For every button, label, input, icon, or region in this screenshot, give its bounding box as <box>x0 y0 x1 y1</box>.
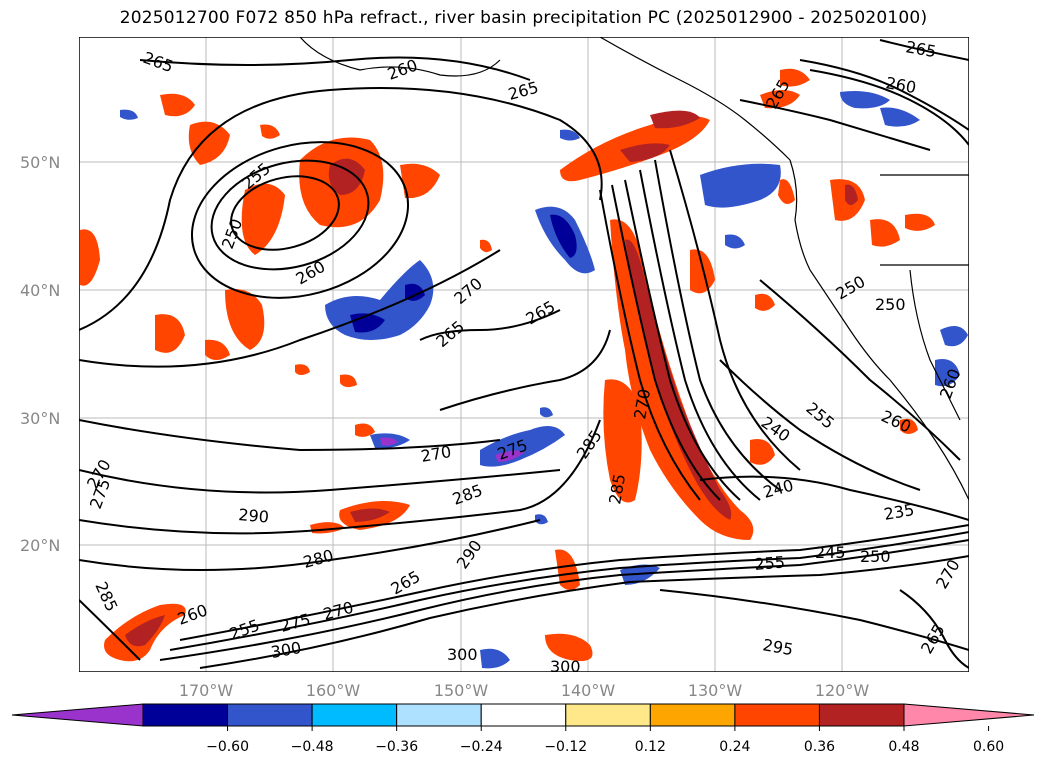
positive-pc-shading <box>80 68 935 662</box>
contour-label: 250 <box>860 547 891 566</box>
colorbar-segment <box>818 703 905 727</box>
contour-label: 245 <box>815 543 846 562</box>
colorbar-segment <box>142 703 229 727</box>
colorbar-segment <box>311 703 398 727</box>
colorbar-segment <box>734 703 820 727</box>
colorbar-segment <box>649 703 736 727</box>
lon-label: 120°W <box>815 681 870 700</box>
lat-label: 40°N <box>20 281 60 300</box>
colorbar-tick-label: 0.48 <box>888 739 919 755</box>
colorbar-extend-high <box>903 703 1035 727</box>
colorbar-segment <box>227 703 313 727</box>
colorbar-tick-label: 0.60 <box>973 739 1004 755</box>
colorbar-segment <box>396 703 482 727</box>
colorbar-tick-label: −0.36 <box>375 739 418 755</box>
contour-label: 290 <box>238 505 270 527</box>
colorbar-tick-label: −0.48 <box>291 739 334 755</box>
map-title: 2025012700 F072 850 hPa refract., river … <box>119 8 928 28</box>
map-panel: 265 260 265 255 250 260 270 265 265 265 … <box>79 37 969 676</box>
colorbar-tick-label: 0.24 <box>719 739 750 755</box>
lat-label: 50°N <box>20 153 60 172</box>
lat-label: 30°N <box>20 409 60 428</box>
colorbar-tick-label: 0.36 <box>804 739 835 755</box>
lon-label: 130°W <box>688 681 743 700</box>
colorbar-extend-low <box>11 703 144 727</box>
colorbar-tick-label: 0.12 <box>635 739 666 755</box>
contour-label: 250 <box>875 295 906 314</box>
lat-label: 20°N <box>20 536 60 555</box>
colorbar-tick-label: −0.12 <box>544 739 587 755</box>
colorbar-segment <box>565 703 651 727</box>
colorbar-tick-label: −0.60 <box>206 739 249 755</box>
lon-label: 160°W <box>306 681 361 700</box>
colorbar-ticks: −0.60 −0.48 −0.36 −0.24 −0.12 0.12 0.24 0.36 0.4… <box>206 739 1004 755</box>
contour-label: 300 <box>447 645 478 664</box>
refractivity-contours <box>79 39 969 669</box>
lon-label: 170°W <box>179 681 234 700</box>
contour-label: 255 <box>754 552 786 574</box>
lon-label: 140°W <box>561 681 616 700</box>
contour-label: 300 <box>550 657 581 676</box>
lon-label: 150°W <box>434 681 489 700</box>
colorbar-segment <box>480 703 567 727</box>
colorbar <box>11 703 1035 731</box>
coastlines <box>299 37 969 501</box>
latitude-labels: 50°N 40°N 30°N 20°N <box>20 153 60 555</box>
longitude-labels: 170°W 160°W 150°W 140°W 130°W 120°W <box>179 681 870 700</box>
colorbar-tick-label: −0.24 <box>460 739 503 755</box>
